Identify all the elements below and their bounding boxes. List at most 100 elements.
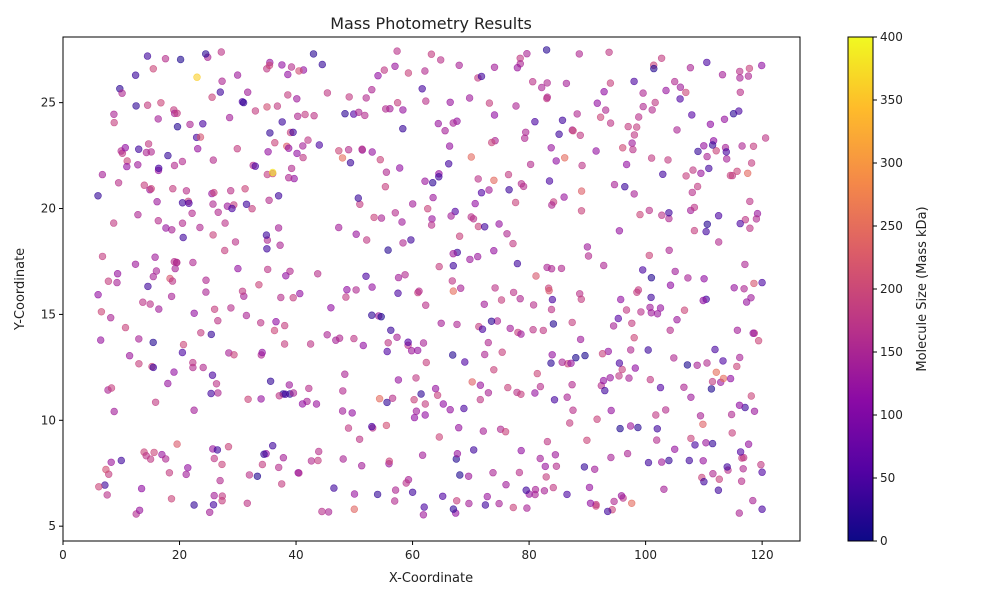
data-point	[419, 339, 428, 347]
data-point	[610, 497, 618, 506]
data-point	[533, 369, 541, 378]
data-point	[402, 479, 410, 487]
data-point	[745, 64, 754, 73]
data-point	[630, 334, 638, 342]
data-point	[636, 210, 644, 219]
data-point	[241, 185, 249, 193]
data-point	[703, 152, 711, 161]
data-point	[548, 351, 556, 359]
colorbar-tick-label: 150	[880, 345, 903, 359]
data-point	[615, 359, 624, 367]
data-point	[456, 471, 464, 479]
data-point	[230, 351, 238, 359]
data-point	[210, 305, 219, 313]
data-point	[738, 142, 746, 150]
data-point	[173, 122, 182, 131]
x-tick-label: 20	[172, 548, 187, 562]
data-point	[543, 437, 552, 446]
data-point	[324, 508, 333, 516]
data-point	[626, 346, 635, 354]
data-point	[289, 294, 297, 302]
data-point	[606, 119, 615, 127]
data-point	[281, 321, 289, 330]
data-point	[94, 192, 102, 200]
data-point	[391, 486, 400, 494]
data-point	[199, 363, 207, 372]
data-point	[374, 71, 382, 80]
data-point	[735, 107, 743, 115]
data-point	[155, 164, 163, 173]
data-point	[270, 326, 279, 335]
data-point	[761, 134, 770, 142]
data-point	[135, 335, 143, 343]
data-point	[213, 446, 222, 454]
data-point	[529, 326, 537, 334]
data-point	[552, 157, 560, 165]
data-point	[540, 487, 549, 495]
data-point	[616, 295, 625, 304]
data-point	[504, 383, 512, 392]
data-point	[178, 157, 187, 166]
data-point	[287, 164, 296, 173]
data-point	[744, 440, 753, 448]
data-point	[266, 129, 274, 137]
data-point	[110, 407, 118, 416]
data-point	[658, 211, 666, 219]
data-point	[164, 151, 172, 160]
data-point	[661, 406, 670, 414]
data-point	[384, 339, 392, 347]
data-point	[666, 281, 675, 289]
data-point	[598, 350, 607, 358]
data-point	[576, 335, 585, 344]
data-point	[457, 284, 465, 292]
data-point	[624, 122, 632, 131]
data-point	[551, 451, 560, 459]
data-point	[393, 333, 401, 341]
data-point	[656, 304, 665, 312]
data-point	[435, 173, 443, 181]
data-point	[547, 359, 555, 367]
data-point	[281, 390, 289, 398]
data-point	[481, 501, 490, 509]
data-point	[505, 186, 513, 194]
data-point	[455, 232, 464, 240]
data-point	[421, 177, 429, 185]
data-point	[304, 136, 312, 144]
data-point	[110, 110, 118, 119]
data-point	[257, 319, 265, 327]
data-point	[647, 274, 656, 282]
data-point	[509, 288, 518, 297]
data-point	[754, 337, 763, 345]
data-point	[577, 187, 586, 195]
colorbar-tick-label: 50	[880, 471, 895, 485]
data-point	[96, 336, 105, 344]
data-point	[342, 293, 350, 301]
data-point	[278, 118, 286, 126]
colorbar-tick-label: 300	[880, 156, 903, 170]
data-point	[666, 326, 674, 334]
data-point	[421, 67, 429, 75]
data-point	[282, 272, 290, 280]
data-point	[670, 77, 679, 86]
data-point	[485, 99, 494, 107]
data-point	[358, 145, 366, 153]
data-point	[509, 239, 517, 248]
data-point	[742, 298, 751, 306]
data-point	[545, 287, 553, 295]
data-point	[707, 385, 716, 393]
data-point	[580, 463, 589, 471]
data-point	[214, 389, 222, 397]
data-point	[563, 393, 571, 401]
data-point	[583, 243, 592, 251]
data-point	[577, 207, 586, 215]
data-point	[659, 170, 667, 179]
data-point	[517, 180, 526, 188]
data-point	[703, 359, 711, 367]
data-point	[549, 483, 557, 492]
data-point	[548, 295, 557, 304]
data-point	[196, 223, 204, 232]
data-point	[225, 113, 234, 122]
data-point	[628, 139, 636, 147]
data-point	[135, 506, 144, 514]
data-point	[460, 404, 468, 413]
